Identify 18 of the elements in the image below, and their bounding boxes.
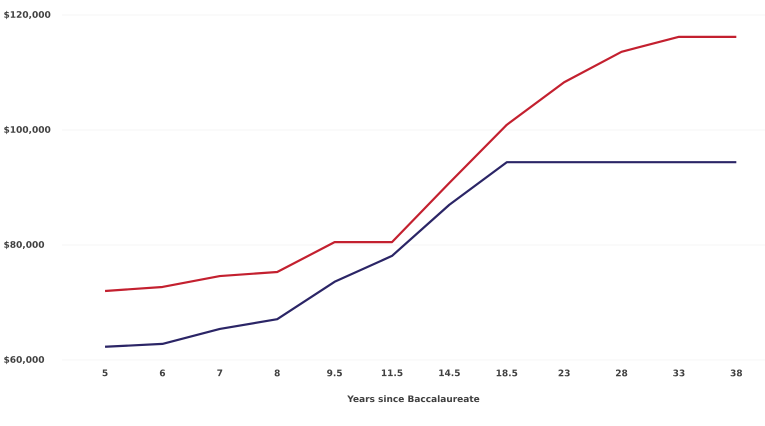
x-tick-label: 18.5 — [496, 370, 518, 376]
x-axis-title: Years since Baccalaureate — [347, 395, 480, 402]
y-tick-label: $60,000 — [4, 356, 44, 364]
x-tick-label: 5 — [102, 370, 108, 376]
x-tick-label: 8 — [274, 370, 280, 376]
x-tick-label: 6 — [160, 370, 166, 376]
x-tick-label: 9.5 — [327, 370, 342, 376]
x-tick-label: 7 — [217, 370, 222, 376]
x-tick-label: 33 — [673, 370, 684, 376]
y-tick-label: $80,000 — [4, 240, 44, 250]
y-tick-label: $100,000 — [4, 126, 50, 134]
x-tick-label: 23 — [558, 370, 570, 376]
x-tick-label: 14.5 — [439, 370, 460, 376]
x-tick-label: 11.5 — [382, 370, 402, 376]
line-series — [104, 36, 738, 292]
y-tick-label: $120,000 — [4, 10, 50, 20]
x-tick-label: 38 — [730, 370, 742, 376]
x-tick-label: 28 — [616, 370, 628, 376]
